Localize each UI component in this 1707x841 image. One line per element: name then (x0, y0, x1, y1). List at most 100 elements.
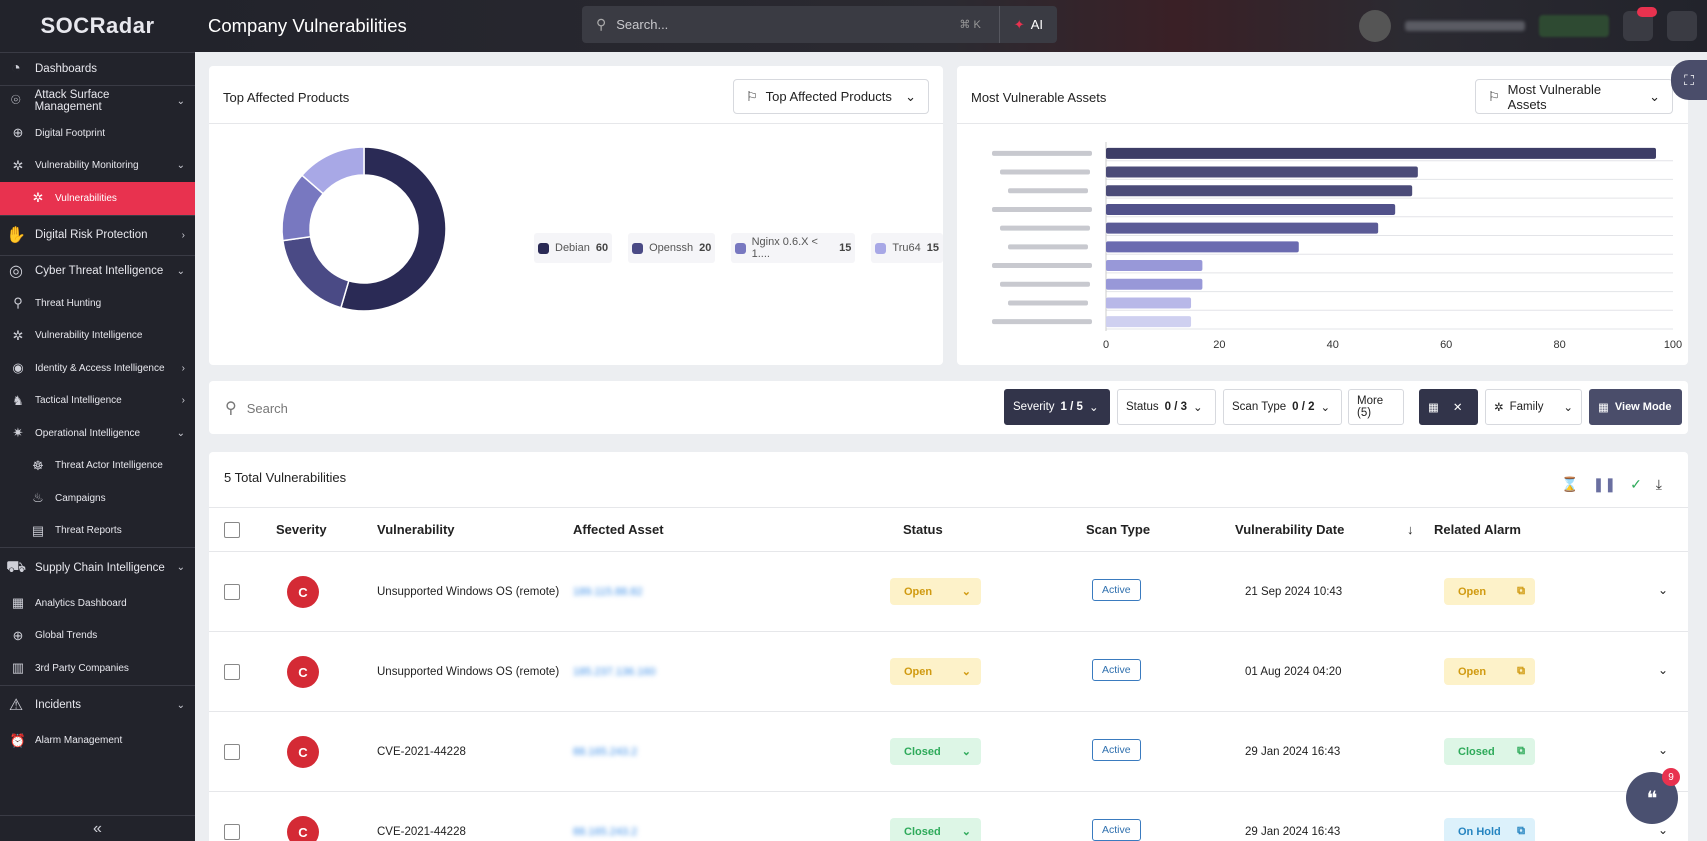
select-all-checkbox[interactable] (224, 522, 240, 538)
sidebar-item-cti[interactable]: ◎ Cyber Threat Intelligence ⌄ (0, 254, 195, 288)
affected-asset-link[interactable]: 88.165.243.2 (573, 746, 638, 758)
family-filter[interactable]: ✲ Family ⌄ (1485, 389, 1582, 425)
col-vulnerability[interactable]: Vulnerability (377, 522, 455, 537)
status-dropdown[interactable]: Open ⌄ (890, 578, 981, 605)
sidebar-item-analytics[interactable]: ▦ Analytics Dashboard (0, 587, 195, 620)
legend-item[interactable]: Debian 60 (534, 233, 613, 263)
more-filters-button[interactable]: More (5) (1348, 389, 1404, 425)
sort-arrow-icon[interactable]: ↓ (1407, 522, 1414, 537)
bar-5[interactable] (1106, 222, 1379, 234)
expand-row-icon[interactable]: ⌄ (1658, 663, 1669, 677)
affected-asset-link[interactable]: 189.115.88.82 (573, 586, 643, 598)
expand-row-icon[interactable]: ⌄ (1658, 583, 1669, 597)
col-related-alarm[interactable]: Related Alarm (1434, 522, 1521, 537)
status-dropdown[interactable]: Closed ⌄ (890, 738, 981, 765)
sidebar-item-digital-risk[interactable]: ✋ Digital Risk Protection › (0, 214, 195, 255)
table-row[interactable]: C CVE-2021-44228 88.165.243.2 Closed ⌄ Ac… (209, 712, 1688, 792)
sidebar-item-threat-reports[interactable]: ▤ Threat Reports (0, 515, 195, 548)
check-icon[interactable]: ✓ (1630, 476, 1642, 492)
sidebar-item-vuln-monitoring[interactable]: ✲ Vulnerability Monitoring ⌄ (0, 150, 195, 183)
col-affected-asset[interactable]: Affected Asset (573, 522, 664, 537)
most-vulnerable-select[interactable]: ⚐ Most Vulnerable Assets ⌄ (1475, 79, 1673, 114)
col-severity[interactable]: Severity (276, 522, 327, 537)
expand-row-icon[interactable]: ⌄ (1658, 823, 1669, 837)
download-icon[interactable]: ⤓ (1655, 476, 1662, 492)
filter-search[interactable]: ⚲ Search (225, 398, 288, 418)
bar-10[interactable] (1106, 316, 1192, 328)
view-mode-button[interactable]: ▦ View Mode (1589, 389, 1682, 425)
bar-2[interactable] (1106, 166, 1418, 178)
table-row[interactable]: C Unsupported Windows OS (remote) 189.11… (209, 552, 1688, 632)
status-dropdown[interactable]: Open ⌄ (890, 658, 981, 685)
sidebar-item-operational[interactable]: ✷ Operational Intelligence ⌄ (0, 417, 195, 450)
sidebar-item-dashboards[interactable]: ◔ Dashboards (0, 52, 195, 85)
col-status[interactable]: Status (903, 522, 943, 537)
bar-6[interactable] (1106, 241, 1299, 253)
pie-slice-openssh[interactable] (281, 235, 350, 309)
pie-slice-debian[interactable] (339, 146, 447, 312)
sidebar-item-threat-actor[interactable]: ☸ Threat Actor Intelligence (0, 450, 195, 483)
collapse-sidebar-button[interactable]: « (0, 815, 195, 841)
sidebar-item-global-trends[interactable]: ⊕ Global Trends (0, 620, 195, 653)
sidebar-item-incidents[interactable]: ⚠ Incidents ⌄ (0, 684, 195, 725)
affected-asset-link[interactable]: 185.237.136.160 (573, 666, 656, 678)
vulnerability-name[interactable]: Unsupported Windows OS (remote) (377, 586, 560, 598)
row-checkbox[interactable] (224, 664, 240, 680)
table-row[interactable]: C Unsupported Windows OS (remote) 185.23… (209, 632, 1688, 712)
notifications-button[interactable] (1623, 7, 1657, 41)
related-alarm-link[interactable]: Open ⧉ (1444, 578, 1535, 605)
status-filter[interactable]: Status 0 / 3 ⌄ (1117, 389, 1216, 425)
sidebar-item-campaigns[interactable]: ♨ Campaigns (0, 482, 195, 515)
bar-8[interactable] (1106, 278, 1203, 290)
user-menu-button[interactable] (1667, 11, 1697, 41)
sidebar-item-alarm-management[interactable]: ⏰ Alarm Management (0, 725, 195, 758)
sidebar-item-vuln-intel[interactable]: ✲ Vulnerability Intelligence (0, 320, 195, 353)
screen-capture-button[interactable]: ⛶ (1671, 60, 1707, 100)
bar-9[interactable] (1106, 297, 1192, 309)
filter-search-input[interactable]: Search (246, 400, 288, 416)
related-alarm-link[interactable]: On Hold ⧉ (1444, 818, 1535, 841)
sidebar-item-third-party[interactable]: ▥ 3rd Party Companies (0, 652, 195, 685)
bar-3[interactable] (1106, 185, 1413, 197)
sidebar-item-digital-footprint[interactable]: ⊕ Digital Footprint (0, 117, 195, 150)
global-search[interactable]: ⚲ Search... ⌘ K ✦ AI (582, 6, 1057, 43)
sidebar-item-vulnerabilities[interactable]: ✲ Vulnerabilities (0, 182, 195, 215)
bar-1[interactable] (1106, 147, 1656, 159)
sidebar-item-identity[interactable]: ◉ Identity & Access Intelligence › (0, 352, 195, 385)
legend-item[interactable]: Nginx 0.6.X < 1.... 15 (731, 233, 856, 263)
ai-button[interactable]: ✦ AI (998, 6, 1057, 43)
top-affected-select[interactable]: ⚐ Top Affected Products ⌄ (733, 79, 929, 114)
pause-icon[interactable]: ❚❚ (1592, 476, 1617, 492)
status-dropdown[interactable]: Closed ⌄ (890, 818, 981, 841)
row-checkbox[interactable] (224, 744, 240, 760)
date-filter[interactable]: ▦ ✕ (1419, 389, 1478, 425)
sidebar-item-threat-hunting[interactable]: ⚲ Threat Hunting (0, 287, 195, 320)
row-checkbox[interactable] (224, 584, 240, 600)
sidebar-item-tactical[interactable]: ♞ Tactical Intelligence › (0, 385, 195, 418)
clear-date-icon[interactable]: ✕ (1452, 402, 1463, 414)
vulnerability-name[interactable]: Unsupported Windows OS (remote) (377, 666, 560, 678)
company-name-blurred[interactable] (1405, 21, 1525, 31)
search-input[interactable]: Search... (616, 17, 669, 32)
severity-filter[interactable]: Severity 1 / 5 ⌄ (1004, 389, 1110, 425)
bar-4[interactable] (1106, 203, 1396, 215)
affected-asset-link[interactable]: 88.165.243.2 (573, 826, 638, 838)
sidebar-item-attack-surface[interactable]: ⌾ Attack Surface Management ⌄ (0, 84, 195, 118)
legend-item[interactable]: Openssh 20 (628, 233, 716, 263)
scan-type-filter[interactable]: Scan Type 0 / 2 ⌄ (1223, 389, 1342, 425)
col-scan-type[interactable]: Scan Type (1086, 522, 1151, 537)
vulnerability-name[interactable]: CVE-2021-44228 (377, 826, 466, 838)
col-vulnerability-date[interactable]: Vulnerability Date (1235, 522, 1345, 537)
socradar-logo[interactable]: SOCRadar (0, 0, 195, 52)
sidebar-item-supply-chain[interactable]: ⛟ Supply Chain Intelligence ⌄ (0, 547, 195, 587)
credits-badge[interactable] (1539, 15, 1609, 37)
row-checkbox[interactable] (224, 824, 240, 840)
legend-item[interactable]: Tru64 15 (871, 233, 943, 263)
expand-row-icon[interactable]: ⌄ (1658, 743, 1669, 757)
help-chat-button[interactable]: ❝ 9 (1626, 768, 1680, 824)
hourglass-icon[interactable]: ⌛ (1561, 476, 1579, 492)
vulnerability-name[interactable]: CVE-2021-44228 (377, 746, 466, 758)
pie-slice-tru64[interactable] (300, 146, 365, 195)
related-alarm-link[interactable]: Open ⧉ (1444, 658, 1535, 685)
related-alarm-link[interactable]: Closed ⧉ (1444, 738, 1535, 765)
